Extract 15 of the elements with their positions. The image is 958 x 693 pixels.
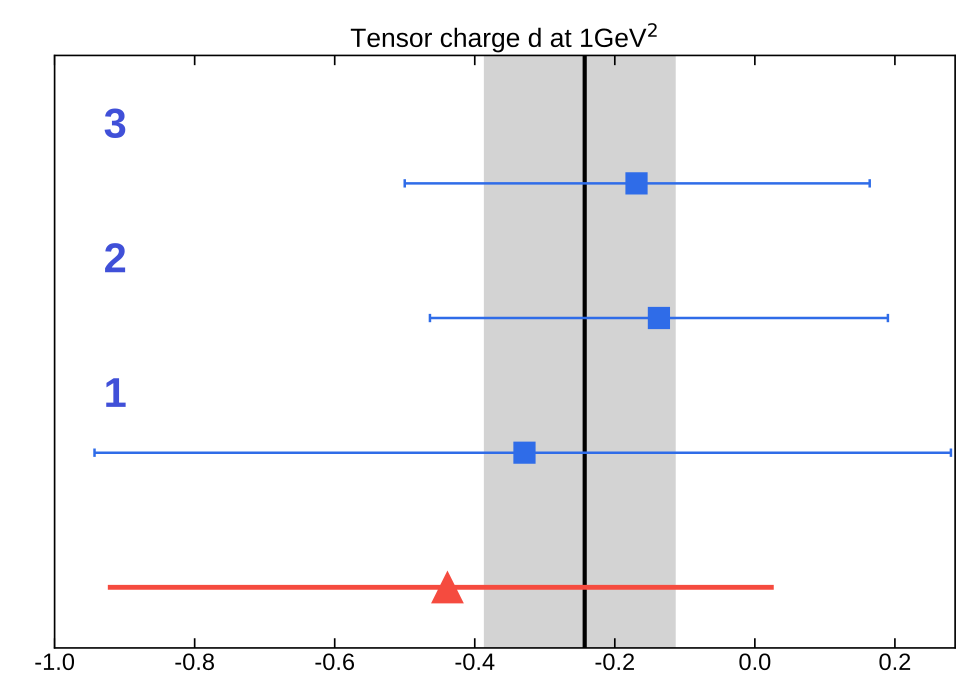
x-tick-label: -1.0 [35,653,74,670]
x-tick-label: 0.0 [739,653,770,670]
x-tick-label: -0.2 [596,653,634,670]
chart-title: Tensor charge d at 1GeV$^{2}$ [350,23,657,52]
point [513,442,536,464]
y-tick-label: 3 [104,108,126,138]
point [625,172,648,194]
x-tick-label: -0.8 [175,653,214,670]
y-tick-label: 1 [106,378,126,407]
x-tick-label: -0.6 [315,653,354,670]
x-tick-label: 0.2 [879,653,910,670]
point [431,571,464,604]
y-tick-label: 2 [105,243,126,272]
x-tick-label: -0.4 [455,653,494,670]
point [648,306,670,330]
